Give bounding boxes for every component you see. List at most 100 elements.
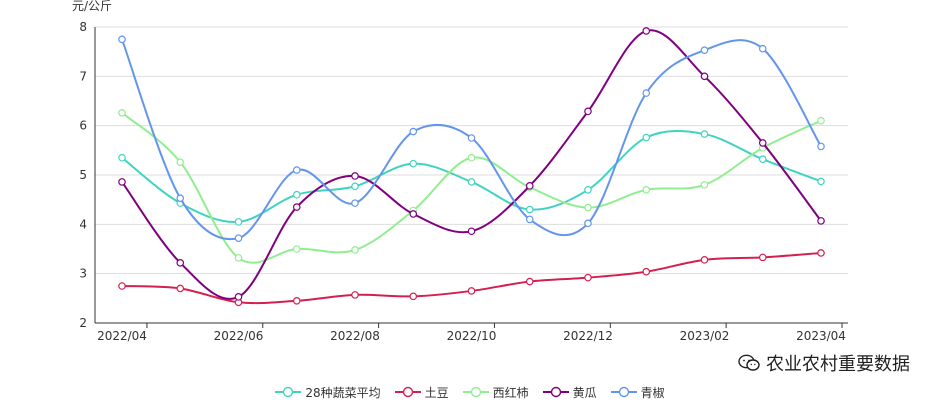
y-tick-label: 3 — [79, 267, 87, 281]
x-tick-label: 2022/10 — [447, 329, 497, 343]
data-point — [758, 253, 767, 262]
data-point — [234, 218, 243, 226]
y-tick-label: 2 — [79, 316, 87, 330]
data-point — [467, 178, 476, 186]
legend-swatch — [275, 386, 302, 398]
legend-swatch-marker — [618, 386, 629, 398]
data-point — [584, 107, 592, 116]
data-point — [817, 177, 825, 186]
data-point — [525, 277, 534, 286]
wechat-icon — [738, 354, 760, 371]
data-point — [700, 46, 709, 54]
data-point — [118, 35, 126, 44]
data-point — [176, 259, 185, 267]
x-tick-label: 2023/04 — [796, 329, 846, 343]
legend-label: 土豆 — [424, 385, 449, 400]
data-point — [467, 153, 476, 162]
data-point — [817, 142, 825, 151]
data-point — [234, 293, 243, 301]
data-point — [642, 267, 651, 276]
y-tick-label: 7 — [79, 69, 87, 83]
data-point — [409, 210, 418, 218]
x-tick-label: 2022/12 — [563, 329, 613, 343]
legend-swatch-marker — [283, 386, 294, 398]
data-point — [642, 186, 651, 194]
x-tick-label: 2022/04 — [97, 329, 147, 343]
data-point — [584, 203, 592, 212]
data-point — [176, 158, 185, 166]
data-point — [234, 254, 243, 262]
data-point — [584, 273, 592, 282]
data-point — [409, 159, 418, 168]
series-line-1 — [121, 251, 822, 305]
data-point — [292, 203, 301, 211]
watermark-text: 农业农村重要数据 — [766, 354, 910, 375]
data-point — [351, 182, 359, 191]
legend-label: 青椒 — [640, 385, 665, 400]
y-tick-label: 6 — [79, 119, 87, 133]
x-tick-label: 2022/06 — [214, 329, 264, 343]
data-point — [351, 172, 359, 180]
data-point — [700, 256, 709, 264]
data-point — [292, 190, 301, 199]
data-point — [817, 217, 825, 225]
y-tick-label: 5 — [79, 168, 87, 182]
data-point — [176, 194, 185, 202]
legend-label: 28种蔬菜平均 — [305, 385, 381, 400]
legend-swatch — [542, 386, 569, 398]
data-point — [817, 249, 825, 257]
data-point — [292, 166, 301, 174]
legend-item[interactable]: 西红柿 — [462, 384, 529, 401]
y-tick-label: 4 — [79, 217, 87, 231]
y-tick-label: 8 — [79, 20, 87, 34]
data-point — [525, 215, 534, 224]
x-tick-label: 2022/08 — [330, 329, 380, 343]
data-point — [525, 182, 534, 190]
legend: 28种蔬菜平均 土豆 西红柿 黄瓜 青椒 — [0, 382, 940, 402]
data-point — [758, 44, 767, 53]
legend-item[interactable]: 28种蔬菜平均 — [275, 384, 381, 401]
data-point — [467, 227, 476, 236]
data-point — [584, 186, 592, 194]
data-point — [351, 246, 359, 254]
data-point — [409, 127, 418, 136]
legend-swatch-marker — [470, 386, 481, 398]
data-point — [118, 282, 126, 290]
data-point — [817, 116, 825, 125]
data-point — [292, 245, 301, 253]
data-point — [758, 139, 767, 147]
data-point — [642, 89, 651, 97]
data-point — [234, 234, 243, 242]
data-point — [292, 296, 301, 305]
series-line-0 — [121, 129, 822, 223]
legend-swatch — [610, 386, 637, 398]
legend-item[interactable]: 青椒 — [610, 384, 665, 401]
legend-item[interactable]: 黄瓜 — [542, 384, 597, 401]
data-point — [118, 109, 126, 117]
data-point — [700, 72, 709, 81]
data-point — [758, 155, 767, 164]
data-point — [467, 287, 476, 295]
data-point — [118, 153, 126, 162]
data-point — [700, 130, 709, 138]
data-point — [525, 205, 534, 214]
legend-swatch-marker — [550, 386, 561, 398]
data-point — [642, 27, 651, 35]
x-tick-label: 2023/02 — [680, 329, 730, 343]
legend-swatch — [394, 386, 421, 398]
data-point — [351, 291, 359, 299]
data-point — [351, 199, 359, 207]
data-point — [467, 134, 476, 142]
data-point — [700, 181, 709, 189]
legend-label: 黄瓜 — [572, 385, 597, 400]
watermark: 农业农村重要数据 — [738, 350, 910, 376]
data-point — [584, 219, 592, 228]
legend-swatch — [462, 386, 489, 398]
legend-swatch-marker — [402, 386, 413, 398]
legend-label: 西红柿 — [492, 385, 529, 400]
data-point — [118, 178, 126, 186]
data-point — [176, 284, 185, 293]
y-axis-unit: 元/公斤 — [72, 0, 112, 13]
legend-item[interactable]: 土豆 — [394, 384, 449, 401]
